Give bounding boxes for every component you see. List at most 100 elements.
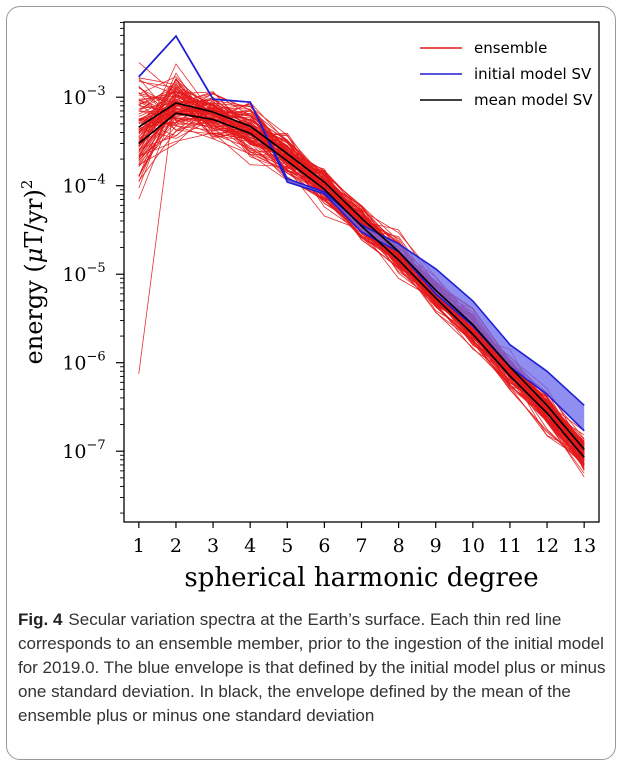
ensemble-line <box>138 90 585 444</box>
ensemble-line <box>138 98 585 474</box>
ensemble-lines <box>138 62 585 478</box>
ensemble-line <box>138 90 585 460</box>
ensemble-line <box>138 101 585 447</box>
ensemble-line <box>138 96 585 449</box>
ensemble-line <box>138 107 585 447</box>
ensemble-line <box>138 110 585 461</box>
ensemble-line <box>138 99 585 467</box>
ensemble-line <box>138 107 585 461</box>
ensemble-line <box>138 109 585 455</box>
x-tick-label: 4 <box>244 535 256 557</box>
ensemble-line <box>138 112 585 453</box>
ensemble-line <box>138 112 585 451</box>
ensemble-line <box>138 95 585 463</box>
y-axis-label-exponent: 2 <box>18 180 36 190</box>
ensemble-line <box>138 111 585 454</box>
x-tick-label: 9 <box>430 535 442 557</box>
legend-label: ensemble <box>474 39 547 57</box>
ensemble-line <box>138 100 585 470</box>
ensemble-line <box>138 102 585 453</box>
ensemble-line <box>138 113 585 455</box>
ensemble-line <box>138 102 585 453</box>
mean-envelope-lower <box>138 112 585 458</box>
y-tick-label: 10−6 <box>62 350 105 375</box>
mean-envelope-fill <box>139 103 584 457</box>
ensemble-line <box>138 87 585 450</box>
ensemble-line <box>138 102 585 442</box>
x-tick-label: 13 <box>572 535 596 557</box>
ensemble-line <box>138 93 585 455</box>
ensemble-line <box>138 103 585 455</box>
x-tick-label: 8 <box>393 535 405 557</box>
mean-model-envelope <box>138 102 585 458</box>
ensemble-line <box>138 101 585 466</box>
ensemble-line <box>138 86 585 456</box>
x-axis-label: spherical harmonic degree <box>184 563 538 593</box>
ensemble-line <box>138 104 585 458</box>
ensemble-line <box>138 104 585 459</box>
ensemble-line <box>138 117 585 456</box>
x-tick-label: 5 <box>281 535 293 557</box>
ensemble-line <box>138 95 585 455</box>
ensemble-line <box>138 110 585 466</box>
ensemble-line <box>138 101 585 457</box>
ensemble-line <box>138 100 585 465</box>
ensemble-line <box>138 87 585 449</box>
ensemble-line <box>138 87 585 470</box>
ensemble-line <box>138 132 585 462</box>
legend: ensemble initial model SV mean model SV <box>420 39 593 109</box>
ensemble-line <box>138 78 585 470</box>
ensemble-line <box>138 99 585 443</box>
figure-caption: Fig. 4 Secular variation spectra at the E… <box>18 608 606 728</box>
x-tick-label: 2 <box>170 535 182 557</box>
y-axis-label-base: energy ( <box>20 263 48 364</box>
ensemble-line <box>138 91 585 466</box>
x-tick-label: 7 <box>355 535 367 557</box>
x-tick-label: 6 <box>318 535 330 557</box>
legend-label: initial model SV <box>474 65 592 83</box>
ensemble-line <box>138 81 585 463</box>
ensemble-line <box>138 91 585 460</box>
ensemble-line <box>138 91 585 468</box>
ensemble-line <box>138 118 585 471</box>
y-tick-label: 10−4 <box>62 173 105 198</box>
ensemble-line <box>138 118 585 452</box>
ensemble-line <box>138 94 585 448</box>
mean-envelope-upper <box>138 102 585 450</box>
figure-label: Fig. 4 <box>18 610 63 629</box>
x-tick-label: 1 <box>133 535 145 557</box>
y-axis-label: energy (μT/yr)2 <box>18 180 48 365</box>
y-axis-label-mu: μ <box>20 248 48 264</box>
ensemble-line <box>138 92 585 450</box>
y-tick-label: 10−5 <box>62 261 105 286</box>
y-tick-label: 10−3 <box>62 84 105 109</box>
ensemble-line <box>138 102 585 466</box>
ensemble-line <box>138 98 585 453</box>
ensemble-line <box>138 102 585 464</box>
y-tick-label: 10−7 <box>62 438 105 463</box>
ensemble-line <box>138 123 585 461</box>
ensemble-line <box>138 91 585 444</box>
ensemble-line <box>138 95 585 461</box>
ensemble-line <box>138 100 585 466</box>
y-axis-label-units: T/yr) <box>20 189 48 248</box>
ensemble-line <box>138 108 585 447</box>
ensemble-line <box>138 100 585 468</box>
ensemble-line <box>138 118 585 454</box>
figure-caption-text: Secular variation spectra at the Earth’s… <box>18 610 606 725</box>
ensemble-line <box>138 104 585 457</box>
ensemble-line <box>138 92 585 453</box>
x-tick-label: 10 <box>461 535 485 557</box>
ensemble-line <box>138 120 585 478</box>
x-tick-label: 11 <box>498 535 522 557</box>
ensemble-line <box>138 109 585 463</box>
ensemble-line <box>138 110 585 451</box>
legend-label: mean model SV <box>474 91 593 109</box>
ensemble-line <box>138 79 585 458</box>
x-tick-label: 12 <box>535 535 559 557</box>
ensemble-line <box>138 120 585 450</box>
ensemble-line <box>138 105 585 464</box>
x-tick-label: 3 <box>207 535 219 557</box>
